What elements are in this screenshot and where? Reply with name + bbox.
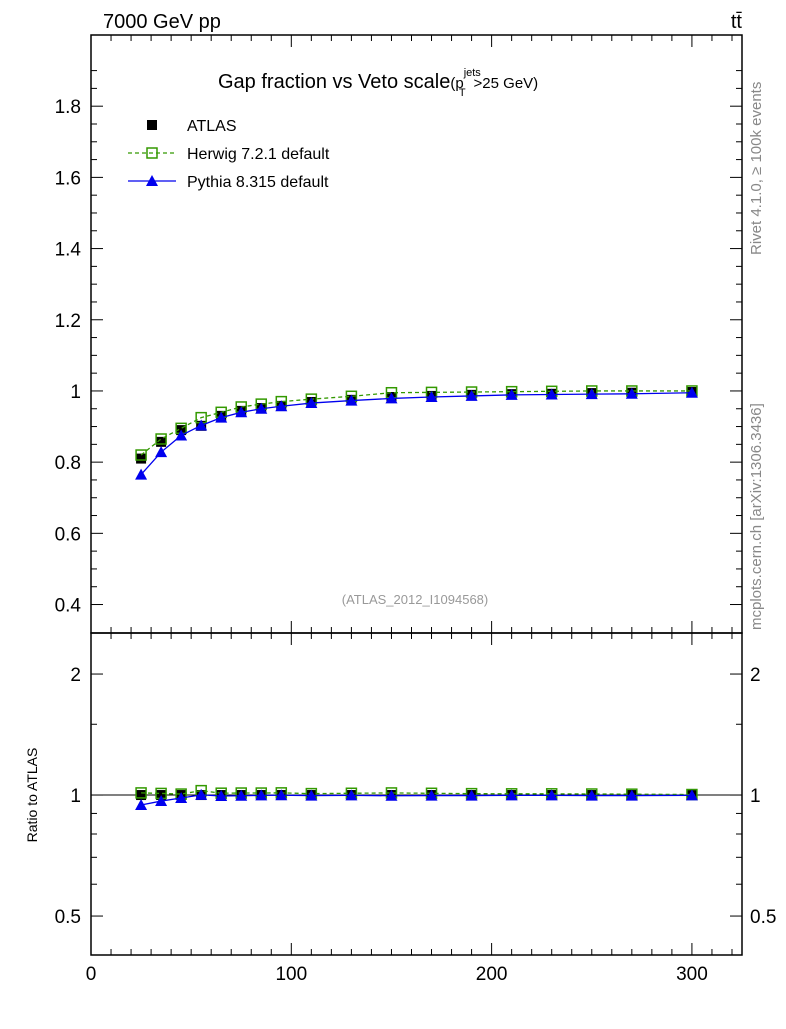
ratio-point-1	[135, 787, 147, 799]
x-tick-label: 300	[676, 964, 708, 985]
ratio-point-2	[585, 789, 598, 801]
ratio-point-2	[505, 789, 518, 801]
data-point-2	[255, 402, 268, 414]
y-tick-label: 1.2	[55, 311, 81, 332]
ratio-point-0	[156, 790, 167, 801]
ratio-point-2	[135, 799, 148, 811]
data-point-2	[135, 468, 148, 480]
ratio-point-2	[625, 789, 638, 801]
legend-label: Herwig 7.2.1 default	[187, 146, 330, 163]
x-tick-label: 100	[275, 964, 307, 985]
data-point-2	[175, 429, 188, 441]
data-point-2	[385, 392, 398, 404]
chart-title: Gap fraction vs Veto scale(pjets T>25 GeV…	[218, 67, 538, 99]
legend-marker	[146, 147, 158, 159]
ratio-point-2	[425, 789, 438, 801]
data-point-2	[345, 394, 358, 406]
data-point-2	[505, 388, 518, 400]
data-point-2	[465, 389, 478, 401]
ratio-point-0	[136, 790, 147, 801]
x-tick-label: 200	[476, 964, 508, 985]
ratio-point-2	[465, 789, 478, 801]
ratio-frame	[90, 632, 743, 956]
legend-marker	[146, 175, 158, 186]
ratio-y-tick-label: 2	[70, 665, 81, 686]
y-tick-label: 1	[70, 382, 81, 403]
ratio-y-tick-label: 1	[70, 786, 81, 807]
ratio-point-2	[545, 789, 558, 801]
ratio-y-tick-label-right: 2	[750, 665, 761, 686]
legend-label: ATLAS	[187, 118, 237, 135]
ratio-point-2	[155, 795, 168, 807]
y-tick-label: 1.8	[55, 97, 81, 118]
data-point-2	[275, 400, 288, 412]
ratio-y-label: Ratio to ATLAS	[24, 748, 40, 843]
data-point-2	[235, 406, 248, 418]
data-point-2	[215, 411, 228, 423]
ratio-y-tick-label-right: 1	[750, 786, 761, 807]
data-point-0	[136, 453, 147, 464]
data-point-2	[625, 387, 638, 399]
top-right-label: tt̄	[731, 11, 743, 33]
analysis-label: (ATLAS_2012_I1094568)	[342, 592, 488, 607]
ratio-line-1	[141, 789, 692, 796]
data-point-2	[545, 388, 558, 400]
y-tick-label: 1.6	[55, 168, 81, 189]
data-point-2	[685, 386, 698, 398]
y-tick-label: 0.8	[55, 453, 81, 474]
series-line-2	[140, 392, 692, 476]
data-point-2	[425, 391, 438, 403]
ratio-point-2	[345, 789, 358, 801]
ratio-point-2	[255, 789, 268, 801]
data-point-2	[585, 388, 598, 400]
ratio-point-2	[385, 789, 398, 801]
y-tick-label: 0.6	[55, 524, 81, 545]
ratio-point-2	[175, 792, 188, 804]
data-point-0	[156, 436, 167, 447]
series-line-1	[140, 390, 692, 456]
data-point-2	[155, 446, 168, 458]
rivet-label: Rivet 4.1.0, ≥ 100k events	[748, 82, 765, 255]
ratio-point-2	[215, 789, 228, 801]
y-tick-label: 1.4	[55, 240, 82, 261]
data-point-2	[195, 419, 208, 431]
ratio-point-2	[275, 789, 288, 801]
ratio-point-2	[305, 789, 318, 801]
legend-marker	[147, 120, 157, 130]
data-point-2	[305, 397, 318, 409]
top-left-label: 7000 GeV pp	[103, 11, 221, 33]
ratio-point-2	[195, 788, 208, 800]
data-point-1	[155, 433, 167, 445]
ratio-y-tick-label-right: 0.5	[750, 907, 776, 928]
ratio-point-2	[235, 789, 248, 801]
mcplots-label: mcplots.cern.ch [arXiv:1306.3436]	[748, 403, 765, 630]
x-tick-label: 0	[86, 964, 97, 985]
data-point-1	[135, 449, 147, 461]
legend-label: Pythia 8.315 default	[187, 174, 329, 191]
y-tick-label: 0.4	[55, 596, 82, 617]
ratio-point-2	[685, 789, 698, 801]
ratio-y-tick-label: 0.5	[55, 907, 81, 928]
